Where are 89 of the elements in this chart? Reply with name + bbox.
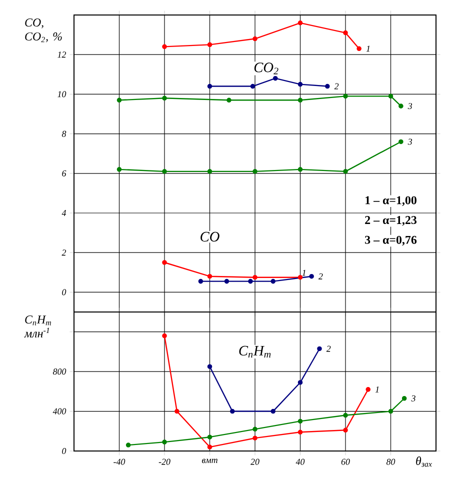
point [207,169,212,174]
point [388,94,394,99]
point [398,139,404,144]
annotation: CO$_{2}$ [254,62,278,74]
point [388,408,394,414]
point [207,364,212,369]
series-label: 3 [408,103,412,110]
point [252,36,258,42]
point [198,278,204,284]
point [402,396,407,401]
point [162,333,167,338]
point [207,444,212,450]
series-label: 3 [411,395,416,402]
y-tick-label: 400 [52,408,66,414]
point [174,408,180,414]
annotation: 2 – α=1,23 [365,216,417,226]
series-label: 1 [375,386,379,392]
y-tick-label: 8 [62,130,66,137]
point [252,274,258,280]
point [325,84,330,89]
point [270,408,276,414]
y-tick-label: 10 [58,91,66,98]
point [356,46,362,52]
series-label: 2 [334,83,339,90]
point [398,104,404,108]
y-tick-label: 6 [62,170,66,176]
point [343,428,348,433]
point [272,76,278,81]
x-tick-label: 20 [250,458,260,465]
point [252,426,258,432]
point [298,430,303,435]
series-label: 2 [326,346,331,352]
point [162,44,167,50]
point [252,169,258,174]
x-tick-label: 80 [386,458,396,465]
series-label: 1 [302,270,306,276]
annotation: C$_{n}$H$_{m}$ [239,346,271,358]
y-tick-label: 2 [62,250,66,256]
point [298,167,303,172]
point [298,98,303,103]
point [116,98,122,103]
x-tick-label: 60 [341,458,350,465]
y-tick-label: 0 [62,448,66,454]
x-tick-label: -20 [158,458,170,465]
point [207,42,212,48]
point [224,278,230,284]
point [317,346,322,352]
point [250,84,256,89]
y-axis-title: CO, CO$_{2}$, % [25,18,62,42]
point [207,434,212,440]
point [270,278,276,284]
annotation: CO [200,232,220,242]
point [207,274,212,279]
x-tick-label: 40 [296,458,305,465]
point [252,436,258,440]
y-tick-label: 12 [58,52,66,58]
point [248,278,253,284]
point [162,96,167,101]
series-label: 3 [408,138,412,145]
annotation: 1 – α=1,00 [366,196,416,206]
point [366,387,371,392]
point [226,98,232,103]
point [343,30,348,36]
point [116,167,122,172]
y-axis-title: C$_{n}$H$_{m}$ млн$^{-1}$ [24,316,51,338]
point [343,412,348,418]
x-tick-label: -40 [114,458,126,465]
annotation: 3 – α=0,76 [365,236,417,246]
point [126,442,131,448]
point [298,20,303,26]
y-tick-label: 4 [62,210,66,216]
x-tick-label: вмт [202,458,218,464]
point [298,82,303,87]
point [230,408,235,414]
point [207,84,212,89]
point [162,169,167,174]
x-axis-title: θ$_{зах}$ [416,456,432,467]
point [343,169,348,174]
point [162,260,167,265]
point [162,440,167,444]
y-tick-label: 0 [62,289,66,296]
series-label: 2 [318,273,323,280]
point [309,274,314,279]
series-label: 1 [366,46,370,52]
point [298,274,303,280]
y-tick-label: 800 [52,368,66,375]
point [343,94,348,99]
point [298,380,303,385]
point [298,418,303,424]
